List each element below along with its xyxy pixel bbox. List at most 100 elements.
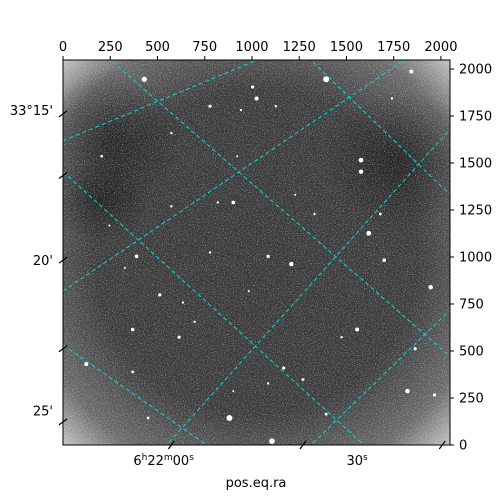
right-axis-tick-label: 750 — [459, 298, 484, 313]
star — [134, 254, 139, 259]
coordinate-grid-line — [63, 60, 259, 142]
star — [324, 412, 328, 416]
star — [177, 335, 181, 339]
star — [232, 390, 235, 393]
star — [281, 366, 286, 370]
star — [108, 224, 111, 227]
coordinate-grid-line — [310, 309, 450, 445]
star — [428, 284, 433, 290]
star — [231, 200, 236, 205]
star — [208, 104, 212, 108]
right-axis-tick-label: 1500 — [459, 157, 492, 172]
dec-tick-label: 33°15' — [10, 104, 53, 119]
ra-tick-part: s — [189, 453, 194, 463]
star — [390, 97, 394, 100]
right-axis-tick-label: 500 — [459, 345, 484, 360]
bottom-axis-tick — [299, 440, 307, 450]
ra-tick-part: m — [164, 453, 173, 463]
star — [216, 201, 219, 204]
dec-tick-label: 20' — [33, 254, 53, 269]
star — [131, 370, 135, 374]
top-pixel-axis: 0 250 500 750 1000 1250 1500 1750 2000 — [59, 40, 457, 60]
star — [247, 290, 250, 292]
ra-tick-part: 6 — [133, 454, 141, 469]
star — [123, 266, 126, 269]
star — [358, 169, 364, 174]
ra-tick-part: h — [142, 453, 148, 463]
top-axis-tick-label: 1250 — [283, 40, 316, 55]
star — [226, 415, 233, 422]
right-axis-tick-label: 1250 — [459, 204, 492, 219]
left-dec-axis: 33°15' 20' 25' — [10, 104, 68, 426]
left-axis-tick — [58, 256, 68, 264]
bottom-axis-tick — [167, 440, 175, 450]
right-axis-tick-label: 1750 — [459, 110, 492, 125]
star — [413, 347, 417, 351]
star — [236, 155, 239, 158]
ra-tick-part: 22 — [147, 454, 164, 469]
star — [266, 382, 270, 385]
star — [251, 85, 255, 89]
coordinate-grid-line — [310, 60, 450, 196]
top-axis-tick-label: 2000 — [424, 40, 457, 55]
bottom-axis-tick — [438, 440, 446, 450]
right-axis-tick-label: 2000 — [459, 63, 492, 78]
ra-tick-part: 00 — [173, 454, 190, 469]
x-axis-title: pos.eq.ra — [226, 476, 287, 491]
star — [141, 76, 147, 82]
star — [193, 320, 196, 323]
top-axis-tick-label: 0 — [59, 40, 67, 55]
star — [170, 205, 173, 208]
image-frame — [62, 59, 451, 446]
star — [158, 293, 162, 297]
top-axis-tick-label: 750 — [192, 40, 217, 55]
star — [239, 108, 243, 112]
star — [170, 131, 173, 135]
top-axis-tick-label: 250 — [98, 40, 123, 55]
star — [409, 69, 414, 74]
left-axis-tick — [58, 418, 68, 426]
star — [289, 261, 294, 267]
star — [301, 378, 305, 381]
left-axis-tick — [58, 345, 68, 353]
left-axis-tick — [58, 172, 68, 179]
ra-tick-label: 6h22m00s — [133, 453, 194, 469]
star — [84, 362, 89, 367]
star-field — [84, 69, 437, 444]
star — [100, 154, 104, 158]
star — [358, 157, 364, 163]
star — [294, 193, 297, 196]
sky-image — [63, 60, 450, 445]
coordinate-grid-line — [165, 128, 450, 445]
top-axis-tick-label: 1000 — [235, 40, 268, 55]
coordinate-grid-line — [109, 60, 450, 357]
star — [382, 258, 387, 263]
top-axis-tick-label: 1750 — [377, 40, 410, 55]
coordinate-grid — [63, 60, 450, 445]
right-pixel-axis: 0 250 500 750 1000 1250 1500 1750 2000 — [450, 63, 492, 454]
left-axis-tick — [58, 110, 68, 118]
star — [146, 416, 150, 420]
star — [266, 254, 270, 258]
right-axis-tick-label: 250 — [459, 392, 484, 407]
ra-tick-part: 30 — [346, 454, 363, 469]
star — [274, 105, 278, 108]
star — [208, 251, 212, 254]
star — [181, 301, 185, 304]
top-axis-tick-label: 1500 — [330, 40, 363, 55]
coordinate-grid-line — [63, 344, 208, 445]
top-axis-tick-label: 500 — [145, 40, 170, 55]
ra-tick-label: 30s — [346, 453, 368, 469]
dec-tick-label: 25' — [33, 404, 53, 419]
right-axis-tick-label: 1000 — [459, 251, 492, 266]
bottom-ra-axis: 6h22m00s 30s — [133, 440, 446, 469]
star — [269, 438, 275, 444]
star — [313, 212, 316, 216]
star — [432, 393, 437, 397]
star — [355, 327, 360, 332]
coordinate-grid-line — [63, 60, 406, 292]
ra-tick-part: s — [363, 453, 368, 463]
star — [130, 327, 135, 332]
star — [366, 230, 372, 236]
